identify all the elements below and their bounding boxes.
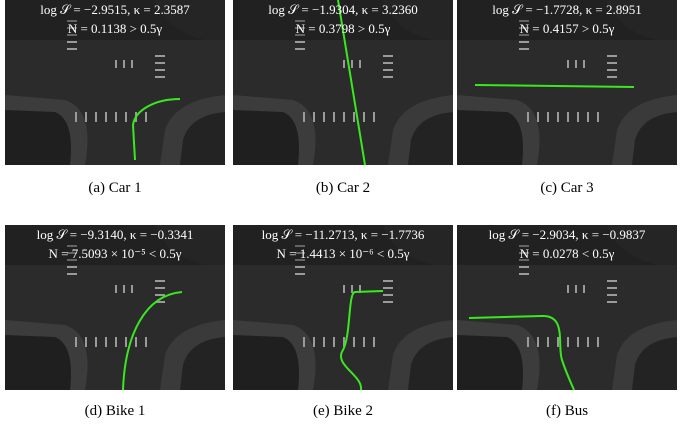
caption: (b) Car 2 bbox=[316, 180, 370, 196]
score-line: log 𝒮 = −1.7728, κ = 2.8951 bbox=[492, 2, 641, 17]
caption: (a) Car 1 bbox=[88, 180, 141, 196]
norm-line: N = 0.1138 > 0.5γ bbox=[68, 21, 163, 36]
panel: log 𝒮 = −9.3140, κ = −0.3341 N = 7.5093 … bbox=[5, 225, 225, 419]
caption: (d) Bike 1 bbox=[85, 403, 146, 419]
panel: log 𝒮 = −1.9304, κ = 3.2360 N = 0.3798 >… bbox=[233, 0, 453, 196]
caption: (c) Car 3 bbox=[540, 180, 593, 196]
panel: log 𝒮 = −1.7728, κ = 2.8951 N = 0.4157 >… bbox=[457, 0, 677, 196]
norm-line: N = 7.5093 × 10⁻⁵ < 0.5γ bbox=[48, 246, 181, 261]
panel: log 𝒮 = −2.9515, κ = 2.3587 N = 0.1138 >… bbox=[5, 0, 225, 196]
score-line: log 𝒮 = −2.9034, κ = −0.9837 bbox=[489, 227, 646, 242]
panel: log 𝒮 = −2.9034, κ = −0.9837 N = 0.0278 … bbox=[457, 225, 677, 419]
figure: log 𝒮 = −2.9515, κ = 2.3587 N = 0.1138 >… bbox=[0, 0, 683, 425]
caption: (e) Bike 2 bbox=[313, 403, 373, 419]
norm-line: N = 0.4157 > 0.5γ bbox=[520, 21, 615, 36]
panel: log 𝒮 = −11.2713, κ = −1.7736 N = 1.4413… bbox=[233, 225, 453, 419]
score-line: log 𝒮 = −2.9515, κ = 2.3587 bbox=[40, 2, 190, 17]
norm-line: N = 1.4413 × 10⁻⁶ < 0.5γ bbox=[276, 246, 409, 261]
score-line: log 𝒮 = −1.9304, κ = 3.2360 bbox=[268, 2, 417, 17]
score-line: log 𝒮 = −11.2713, κ = −1.7736 bbox=[262, 227, 425, 242]
caption: (f) Bus bbox=[546, 403, 588, 419]
norm-line: N = 0.0278 < 0.5γ bbox=[520, 246, 615, 261]
score-line: log 𝒮 = −9.3140, κ = −0.3341 bbox=[37, 227, 194, 242]
norm-line: N = 0.3798 > 0.5γ bbox=[296, 21, 391, 36]
